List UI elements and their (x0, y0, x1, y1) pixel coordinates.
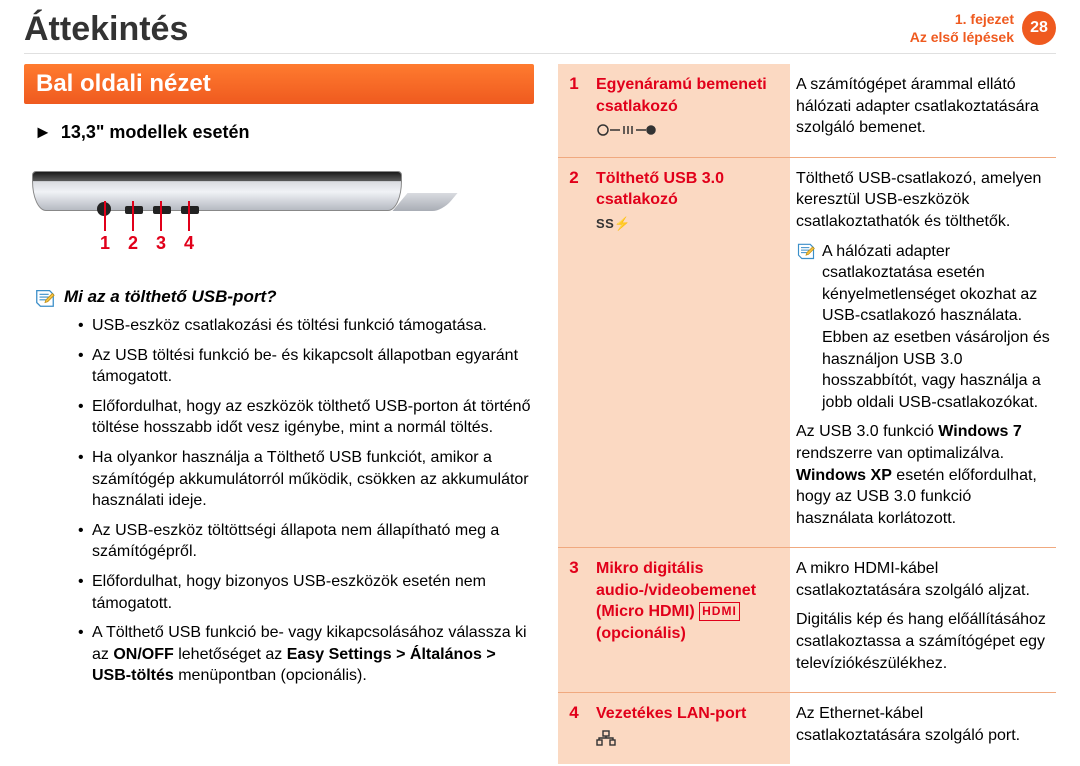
callout-line (188, 201, 190, 231)
row-description: A mikro HDMI-kábel csatlakoztatására szo… (790, 548, 1056, 693)
callout-number: 2 (128, 233, 138, 254)
chapter-line2: Az első lépések (910, 28, 1014, 46)
row-number: 4 (558, 693, 590, 765)
bullet-item: Az USB-eszköz töltöttségi állapota nem á… (78, 520, 534, 563)
desc-paragraph: Digitális kép és hang előállításához csa… (796, 609, 1050, 674)
chapter-line1: 1. fejezet (910, 10, 1014, 28)
desc-paragraph: A számítógépet árammal ellátó hálózati a… (796, 74, 1050, 139)
note-icon (796, 241, 816, 263)
header-right: 1. fejezet Az első lépések 28 (910, 10, 1056, 46)
left-column: Bal oldali nézet ► 13,3" modellek esetén… (24, 64, 534, 764)
desc-paragraph: A mikro HDMI-kábel csatlakoztatására szo… (796, 558, 1050, 601)
callout-line (132, 201, 134, 231)
desc-paragraph: Az USB 3.0 funkció Windows 7 rendszerre … (796, 421, 1050, 529)
ss-usb-icon: SS⚡ (596, 213, 784, 235)
row-description: A számítógépet árammal ellátó hálózati a… (790, 64, 1056, 157)
arrow-icon: ► (34, 122, 52, 142)
bullet-item: A Tölthető USB funkció be- vagy kikapcso… (78, 622, 534, 687)
table-row: 1Egyenáramú bemeneti csatlakozóA számító… (558, 64, 1056, 157)
row-number: 2 (558, 157, 590, 548)
bullet-item: Az USB töltési funkció be- és kikapcsolt… (78, 345, 534, 388)
row-label: Tölthető USB 3.0 csatlakozóSS⚡ (590, 157, 790, 548)
section-title: Bal oldali nézet (24, 64, 534, 104)
sub-title: ► 13,3" modellek esetén (34, 122, 534, 143)
callout-number: 4 (184, 233, 194, 254)
desc-paragraph: Az Ethernet-kábel csatlakoztatására szol… (796, 703, 1050, 746)
info-title-row: Mi az a tölthető USB-port? (34, 287, 534, 309)
row-description: Tölthető USB-csatlakozó, amelyen kereszt… (790, 157, 1056, 548)
info-title: Mi az a tölthető USB-port? (64, 287, 276, 307)
callout-line (160, 201, 162, 231)
spec-table: 1Egyenáramú bemeneti csatlakozóA számító… (558, 64, 1056, 764)
row-number: 1 (558, 64, 590, 157)
row-number: 3 (558, 548, 590, 693)
note-icon (34, 287, 56, 309)
lan-icon (596, 727, 784, 749)
row-label: Vezetékes LAN-port (590, 693, 790, 765)
table-row: 4Vezetékes LAN-portAz Ethernet-kábel csa… (558, 693, 1056, 765)
sub-title-text: 13,3" modellek esetén (61, 122, 250, 142)
device-illustration: 1234 (32, 161, 452, 247)
callout-line (104, 201, 106, 231)
page-title: Áttekintés (24, 10, 188, 49)
page-number-badge: 28 (1022, 11, 1056, 45)
bullet-item: USB-eszköz csatlakozási és töltési funkc… (78, 315, 534, 337)
table-row: 3Mikro digitális audio-/videobemenet(Mic… (558, 548, 1056, 693)
row-label: Egyenáramú bemeneti csatlakozó (590, 64, 790, 157)
bullet-item: Előfordulhat, hogy az eszközök tölthető … (78, 396, 534, 439)
table-row: 2Tölthető USB 3.0 csatlakozóSS⚡Tölthető … (558, 157, 1056, 548)
right-column: 1Egyenáramú bemeneti csatlakozóA számító… (558, 64, 1056, 764)
bullet-item: Előfordulhat, hogy bizonyos USB-eszközök… (78, 571, 534, 614)
callout-number: 1 (100, 233, 110, 254)
info-bullets: USB-eszköz csatlakozási és töltési funkc… (78, 315, 534, 687)
chapter-label: 1. fejezet Az első lépések (910, 10, 1014, 46)
bullet-item: Ha olyankor használja a Tölthető USB fun… (78, 447, 534, 512)
note-text: A hálózati adapter csatlakoztatása eseté… (822, 241, 1050, 414)
dc-in-icon (596, 119, 784, 141)
desc-paragraph: Tölthető USB-csatlakozó, amelyen kereszt… (796, 168, 1050, 233)
callout-number: 3 (156, 233, 166, 254)
desc-note: A hálózati adapter csatlakoztatása eseté… (796, 241, 1050, 414)
page-number: 28 (1030, 19, 1048, 37)
row-description: Az Ethernet-kábel csatlakoztatására szol… (790, 693, 1056, 765)
page-header: Áttekintés 1. fejezet Az első lépések 28 (24, 10, 1056, 54)
row-label: Mikro digitális audio-/videobemenet(Micr… (590, 548, 790, 693)
